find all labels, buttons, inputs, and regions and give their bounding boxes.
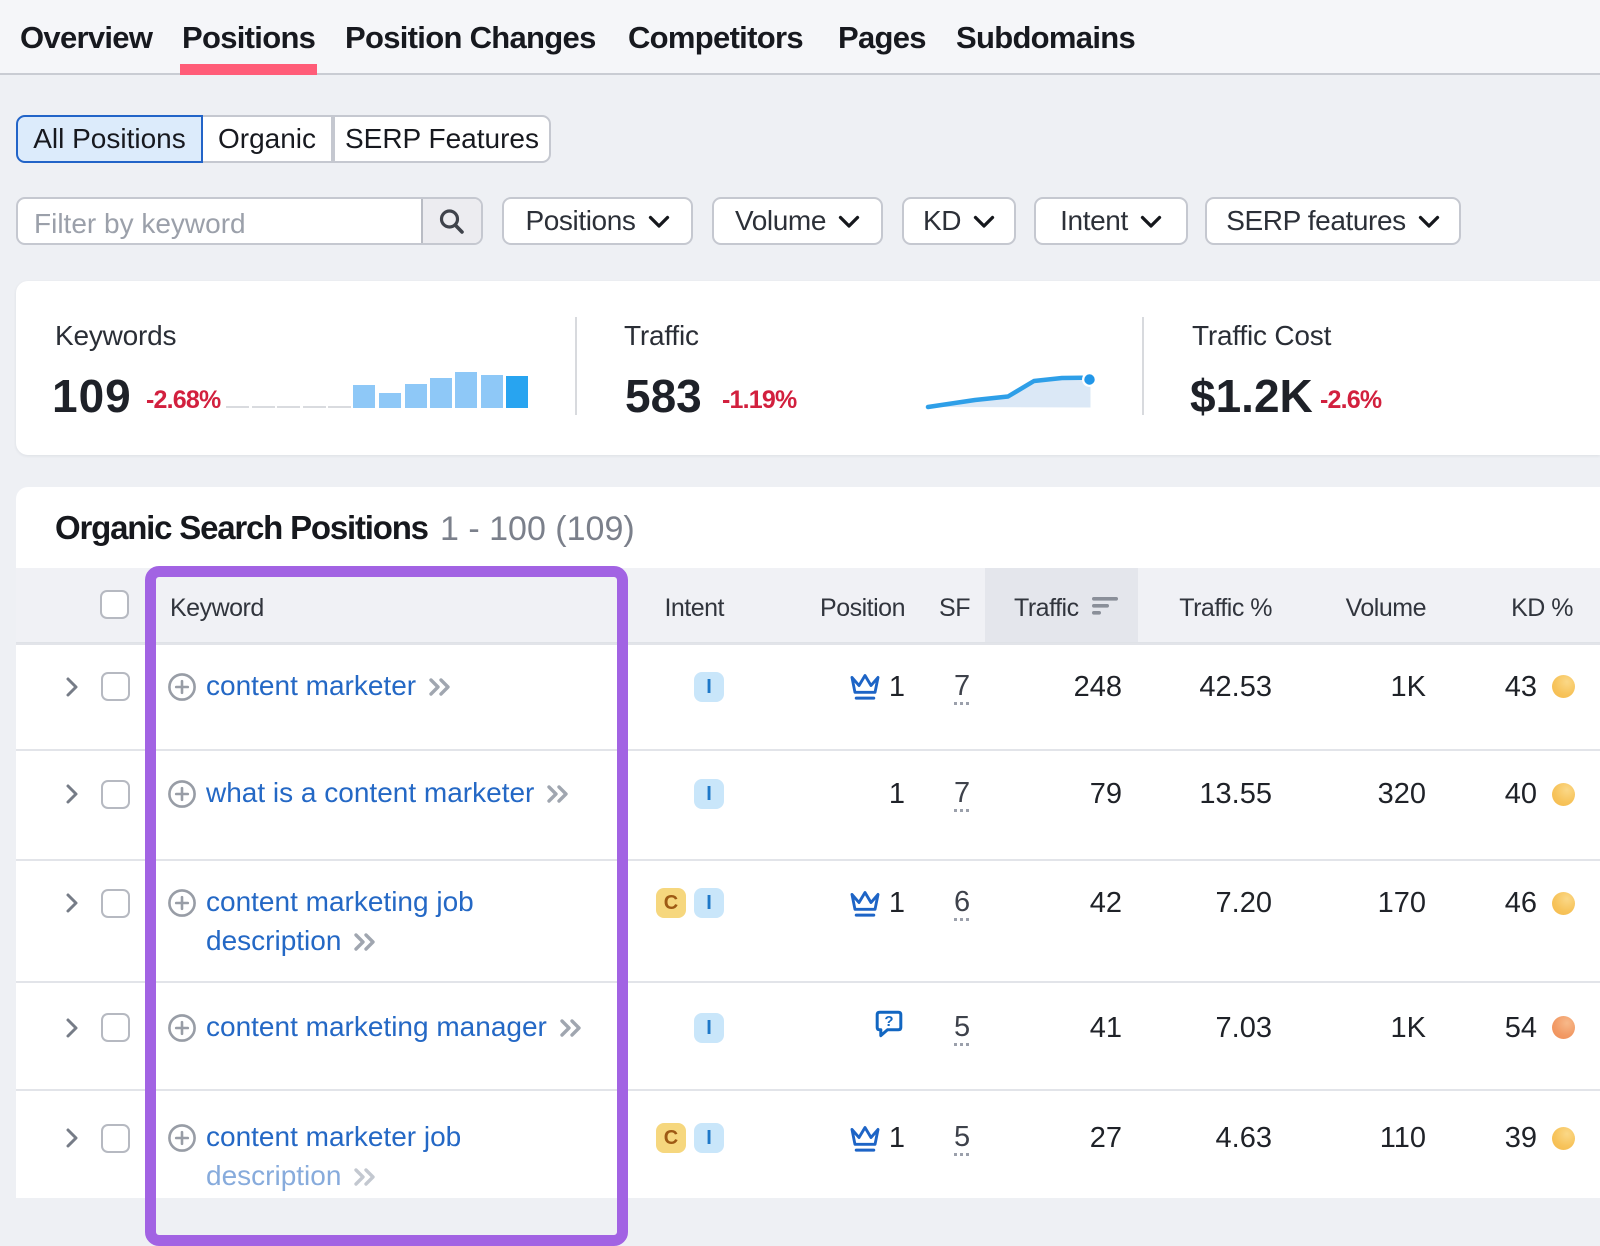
svg-text:?: ? [884,1013,893,1030]
